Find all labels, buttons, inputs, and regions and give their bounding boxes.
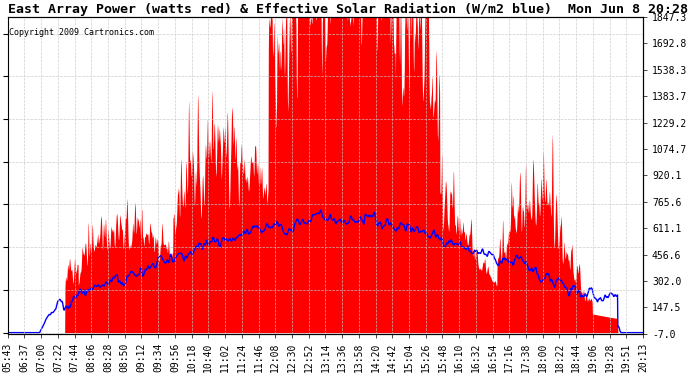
Text: Copyright 2009 Cartronics.com: Copyright 2009 Cartronics.com [9,28,154,37]
Text: East Array Power (watts red) & Effective Solar Radiation (W/m2 blue)  Mon Jun 8 : East Array Power (watts red) & Effective… [8,3,688,16]
